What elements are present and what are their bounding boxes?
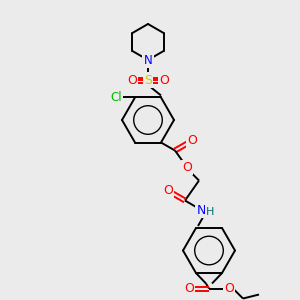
Text: H: H	[206, 206, 214, 217]
Text: O: O	[163, 184, 173, 197]
Text: O: O	[182, 161, 192, 174]
Text: O: O	[184, 282, 194, 295]
Text: O: O	[224, 282, 234, 295]
Text: O: O	[159, 74, 169, 86]
Text: N: N	[196, 204, 206, 217]
Text: N: N	[144, 53, 152, 67]
Text: O: O	[187, 134, 197, 147]
Text: O: O	[127, 74, 137, 86]
Text: Cl: Cl	[110, 91, 122, 104]
Text: S: S	[144, 74, 152, 86]
